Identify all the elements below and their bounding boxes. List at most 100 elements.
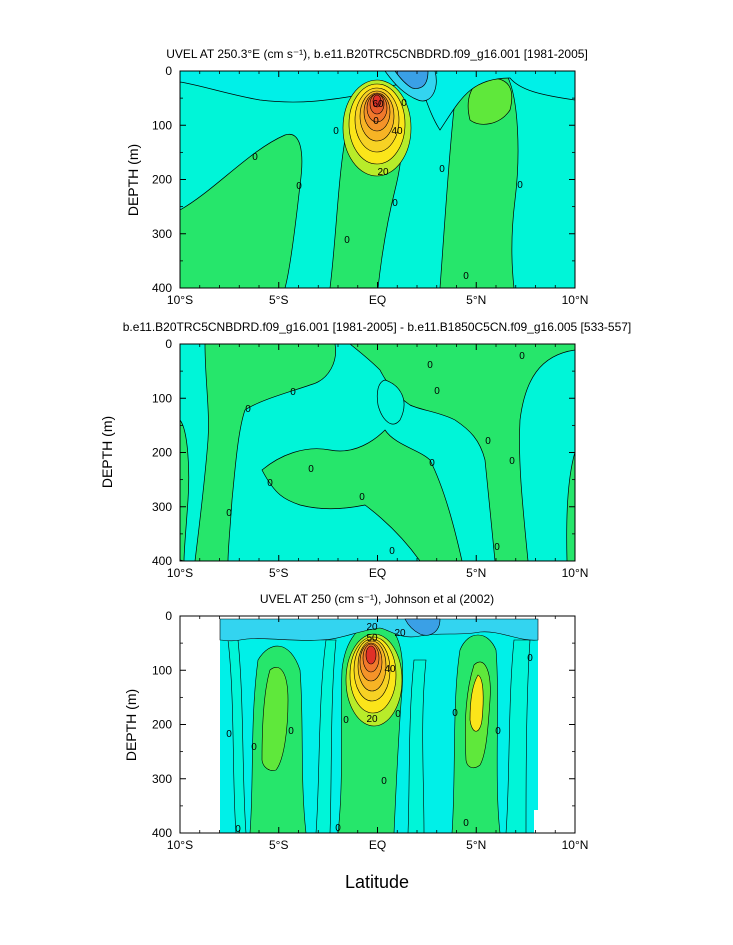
- panel-1-contour-label: 0: [252, 152, 258, 163]
- panel-2-contour-label: 0: [485, 436, 491, 447]
- panel-1-pos-region-north-core: [467, 77, 513, 125]
- y-tick-label: 0: [165, 64, 172, 78]
- panel-2-title: b.e11.B20TRC5CNBDRD.f09_g16.001 [1981-20…: [123, 320, 632, 334]
- panel-3-contour-label: 0: [381, 776, 387, 787]
- panel-1-contour-label: 0: [344, 235, 350, 246]
- panel-3-contour-label: 0: [495, 726, 501, 737]
- panel-2-contour-label: 0: [429, 458, 435, 469]
- panel-2-contour-label: 0: [494, 542, 500, 553]
- panel-1-y-axis-label: DEPTH (m): [125, 144, 141, 216]
- panel-1-contour-label: 0: [296, 181, 302, 192]
- panel-2-axes: 10°S 5°S EQ 5°N 10°N 0 100 200 300 400: [152, 337, 588, 580]
- x-tick-label: EQ: [369, 838, 386, 852]
- panel-1-euc-core: [342, 79, 412, 177]
- panel-2-field: [180, 344, 575, 561]
- panel-3-teal-band-west: [227, 639, 247, 833]
- x-tick-label: 10°S: [167, 566, 193, 580]
- y-tick-label: 400: [152, 554, 172, 568]
- panel-3-contour-label: 50: [366, 633, 378, 644]
- panel-3-teal-band-mid-west: [315, 639, 337, 833]
- x-tick-label: 10°N: [562, 838, 589, 852]
- panel-1-contour-label: 40: [391, 126, 403, 137]
- panel-1-contour-label: 0: [439, 164, 445, 175]
- y-tick-label: 100: [152, 118, 172, 132]
- x-tick-label: EQ: [369, 293, 386, 307]
- panel-2-pos-region-mid: [261, 429, 463, 561]
- panel-2-contour-label: 0: [389, 546, 395, 557]
- panel-3-field: [219, 618, 539, 833]
- panel-3-contour-label: 0: [463, 818, 469, 829]
- panel-3-contour-label: 0: [452, 708, 458, 719]
- panel-3-pos-core-west: [261, 667, 289, 771]
- panel-3-contour-label: 0: [288, 726, 294, 737]
- x-tick-label: 5°N: [466, 566, 486, 580]
- x-axis-label: Latitude: [345, 872, 409, 892]
- x-tick-label: 5°N: [466, 838, 486, 852]
- panel-2-neg-pocket: [376, 379, 405, 425]
- panel-1-contour-label: 0: [392, 198, 398, 209]
- panel-1-neg-core-2: [394, 71, 429, 89]
- panel-2-pos-region-west: [180, 419, 190, 561]
- panel-3-contour-label: 20: [394, 628, 406, 639]
- panel-3-title: UVEL AT 250 (cm s⁻¹), Johnson et al (200…: [260, 592, 494, 606]
- panel-2-contour-label: 0: [308, 464, 314, 475]
- panel-1-contour-label: 20: [377, 167, 389, 178]
- panel-2-contour-label: 0: [359, 492, 365, 503]
- panel-1-contour-label: 0: [373, 116, 379, 127]
- y-tick-label: 0: [165, 609, 172, 623]
- panel-3-contour-label: 0: [343, 715, 349, 726]
- y-tick-label: 100: [152, 391, 172, 405]
- x-tick-label: 10°N: [562, 293, 589, 307]
- x-tick-label: 10°S: [167, 293, 193, 307]
- panel-1: UVEL AT 250.3°E (cm s⁻¹), b.e11.B20TRC5C…: [125, 47, 588, 307]
- panel-1-title: UVEL AT 250.3°E (cm s⁻¹), b.e11.B20TRC5C…: [166, 47, 588, 61]
- panel-2-contour-label: 0: [427, 360, 433, 371]
- panel-3-contour-label: 0: [226, 729, 232, 740]
- panel-3-contour-label: 0: [251, 742, 257, 753]
- panel-3-y-axis-label: DEPTH (m): [123, 689, 139, 761]
- panel-3-pos-peak-east: [469, 674, 484, 732]
- panel-3-contour-label: 0: [395, 709, 401, 720]
- panel-1-pos-region-south: [180, 133, 303, 288]
- y-tick-label: 200: [152, 446, 172, 460]
- x-tick-label: 10°N: [562, 566, 589, 580]
- y-tick-label: 200: [152, 718, 172, 732]
- panel-1-field: [180, 71, 575, 288]
- x-tick-label: 5°S: [269, 293, 288, 307]
- panel-2-contour-label: 0: [434, 386, 440, 397]
- x-tick-label: EQ: [369, 566, 386, 580]
- panel-3-neg-core: [404, 618, 441, 636]
- panel-1-contour-label: 0: [517, 180, 523, 191]
- panel-3-teal-band-east: [407, 659, 427, 833]
- y-tick-label: 300: [152, 227, 172, 241]
- panel-3-contour-label: 0: [235, 824, 241, 835]
- panel-2-pos-region-surface: [194, 344, 336, 561]
- panel-3-euc-core: [345, 633, 403, 727]
- y-tick-label: 100: [152, 663, 172, 677]
- panel-3-contour-label: 0: [335, 823, 341, 834]
- panel-3-contour-label: 20: [366, 622, 378, 633]
- panel-3-contour-label: 40: [384, 664, 396, 675]
- panel-2-contour-label: 0: [245, 404, 251, 415]
- y-tick-label: 400: [152, 826, 172, 840]
- panel-3-contour-label: 0: [527, 653, 533, 664]
- panel-3: UVEL AT 250 (cm s⁻¹), Johnson et al (200…: [123, 592, 588, 892]
- panel-1-contour-label: 0: [463, 271, 469, 282]
- y-tick-label: 0: [165, 337, 172, 351]
- panel-1-contour-label: 0: [333, 126, 339, 137]
- panel-2-y-axis-label: DEPTH (m): [99, 416, 115, 488]
- panel-2-contour-label: 0: [267, 478, 273, 489]
- y-tick-label: 300: [152, 772, 172, 786]
- y-tick-label: 400: [152, 281, 172, 295]
- panel-2-contour-label: 0: [519, 351, 525, 362]
- panel-1-contour-label: 0: [401, 98, 407, 109]
- x-tick-label: 5°S: [269, 838, 288, 852]
- x-tick-label: 5°S: [269, 566, 288, 580]
- panel-3-contour-label: 20: [366, 714, 378, 725]
- panel-2: b.e11.B20TRC5CNBDRD.f09_g16.001 [1981-20…: [99, 320, 631, 580]
- panel-3-neg-surface: [219, 618, 539, 642]
- x-tick-label: 10°S: [167, 838, 193, 852]
